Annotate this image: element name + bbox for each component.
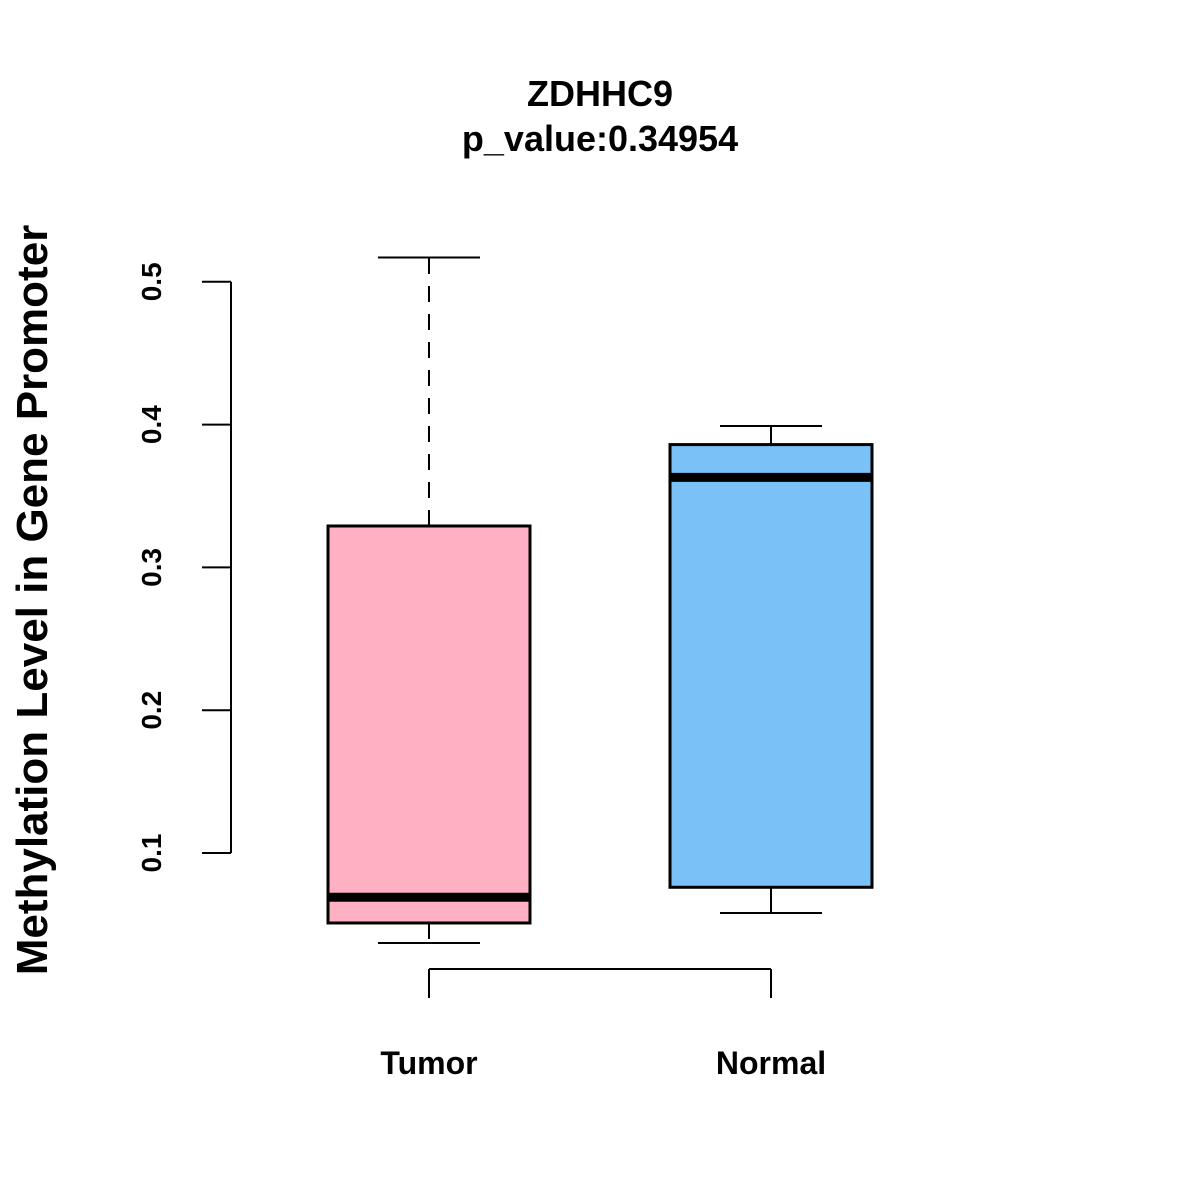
x-tick-label: Tumor [380,1045,477,1081]
x-axis: Tumor Normal [380,968,826,1081]
chart-subtitle: p_value:0.34954 [462,118,738,159]
y-axis: 0.1 0.2 0.3 0.4 0.5 [136,262,232,873]
y-tick-label: 0.5 [136,262,167,301]
y-tick-label: 0.2 [136,691,167,730]
chart-title: ZDHHC9 [527,73,673,114]
iqr-box [326,524,532,925]
y-axis-label: Methylation Level in Gene Promoter [8,225,57,976]
box-normal [668,425,874,914]
y-tick-label: 0.1 [136,834,167,873]
y-tick-label: 0.4 [136,405,167,444]
y-tick-label: 0.3 [136,548,167,587]
box-tumor [326,256,532,944]
x-tick-label: Normal [716,1045,826,1081]
box-group [326,256,874,944]
iqr-box [668,443,874,889]
